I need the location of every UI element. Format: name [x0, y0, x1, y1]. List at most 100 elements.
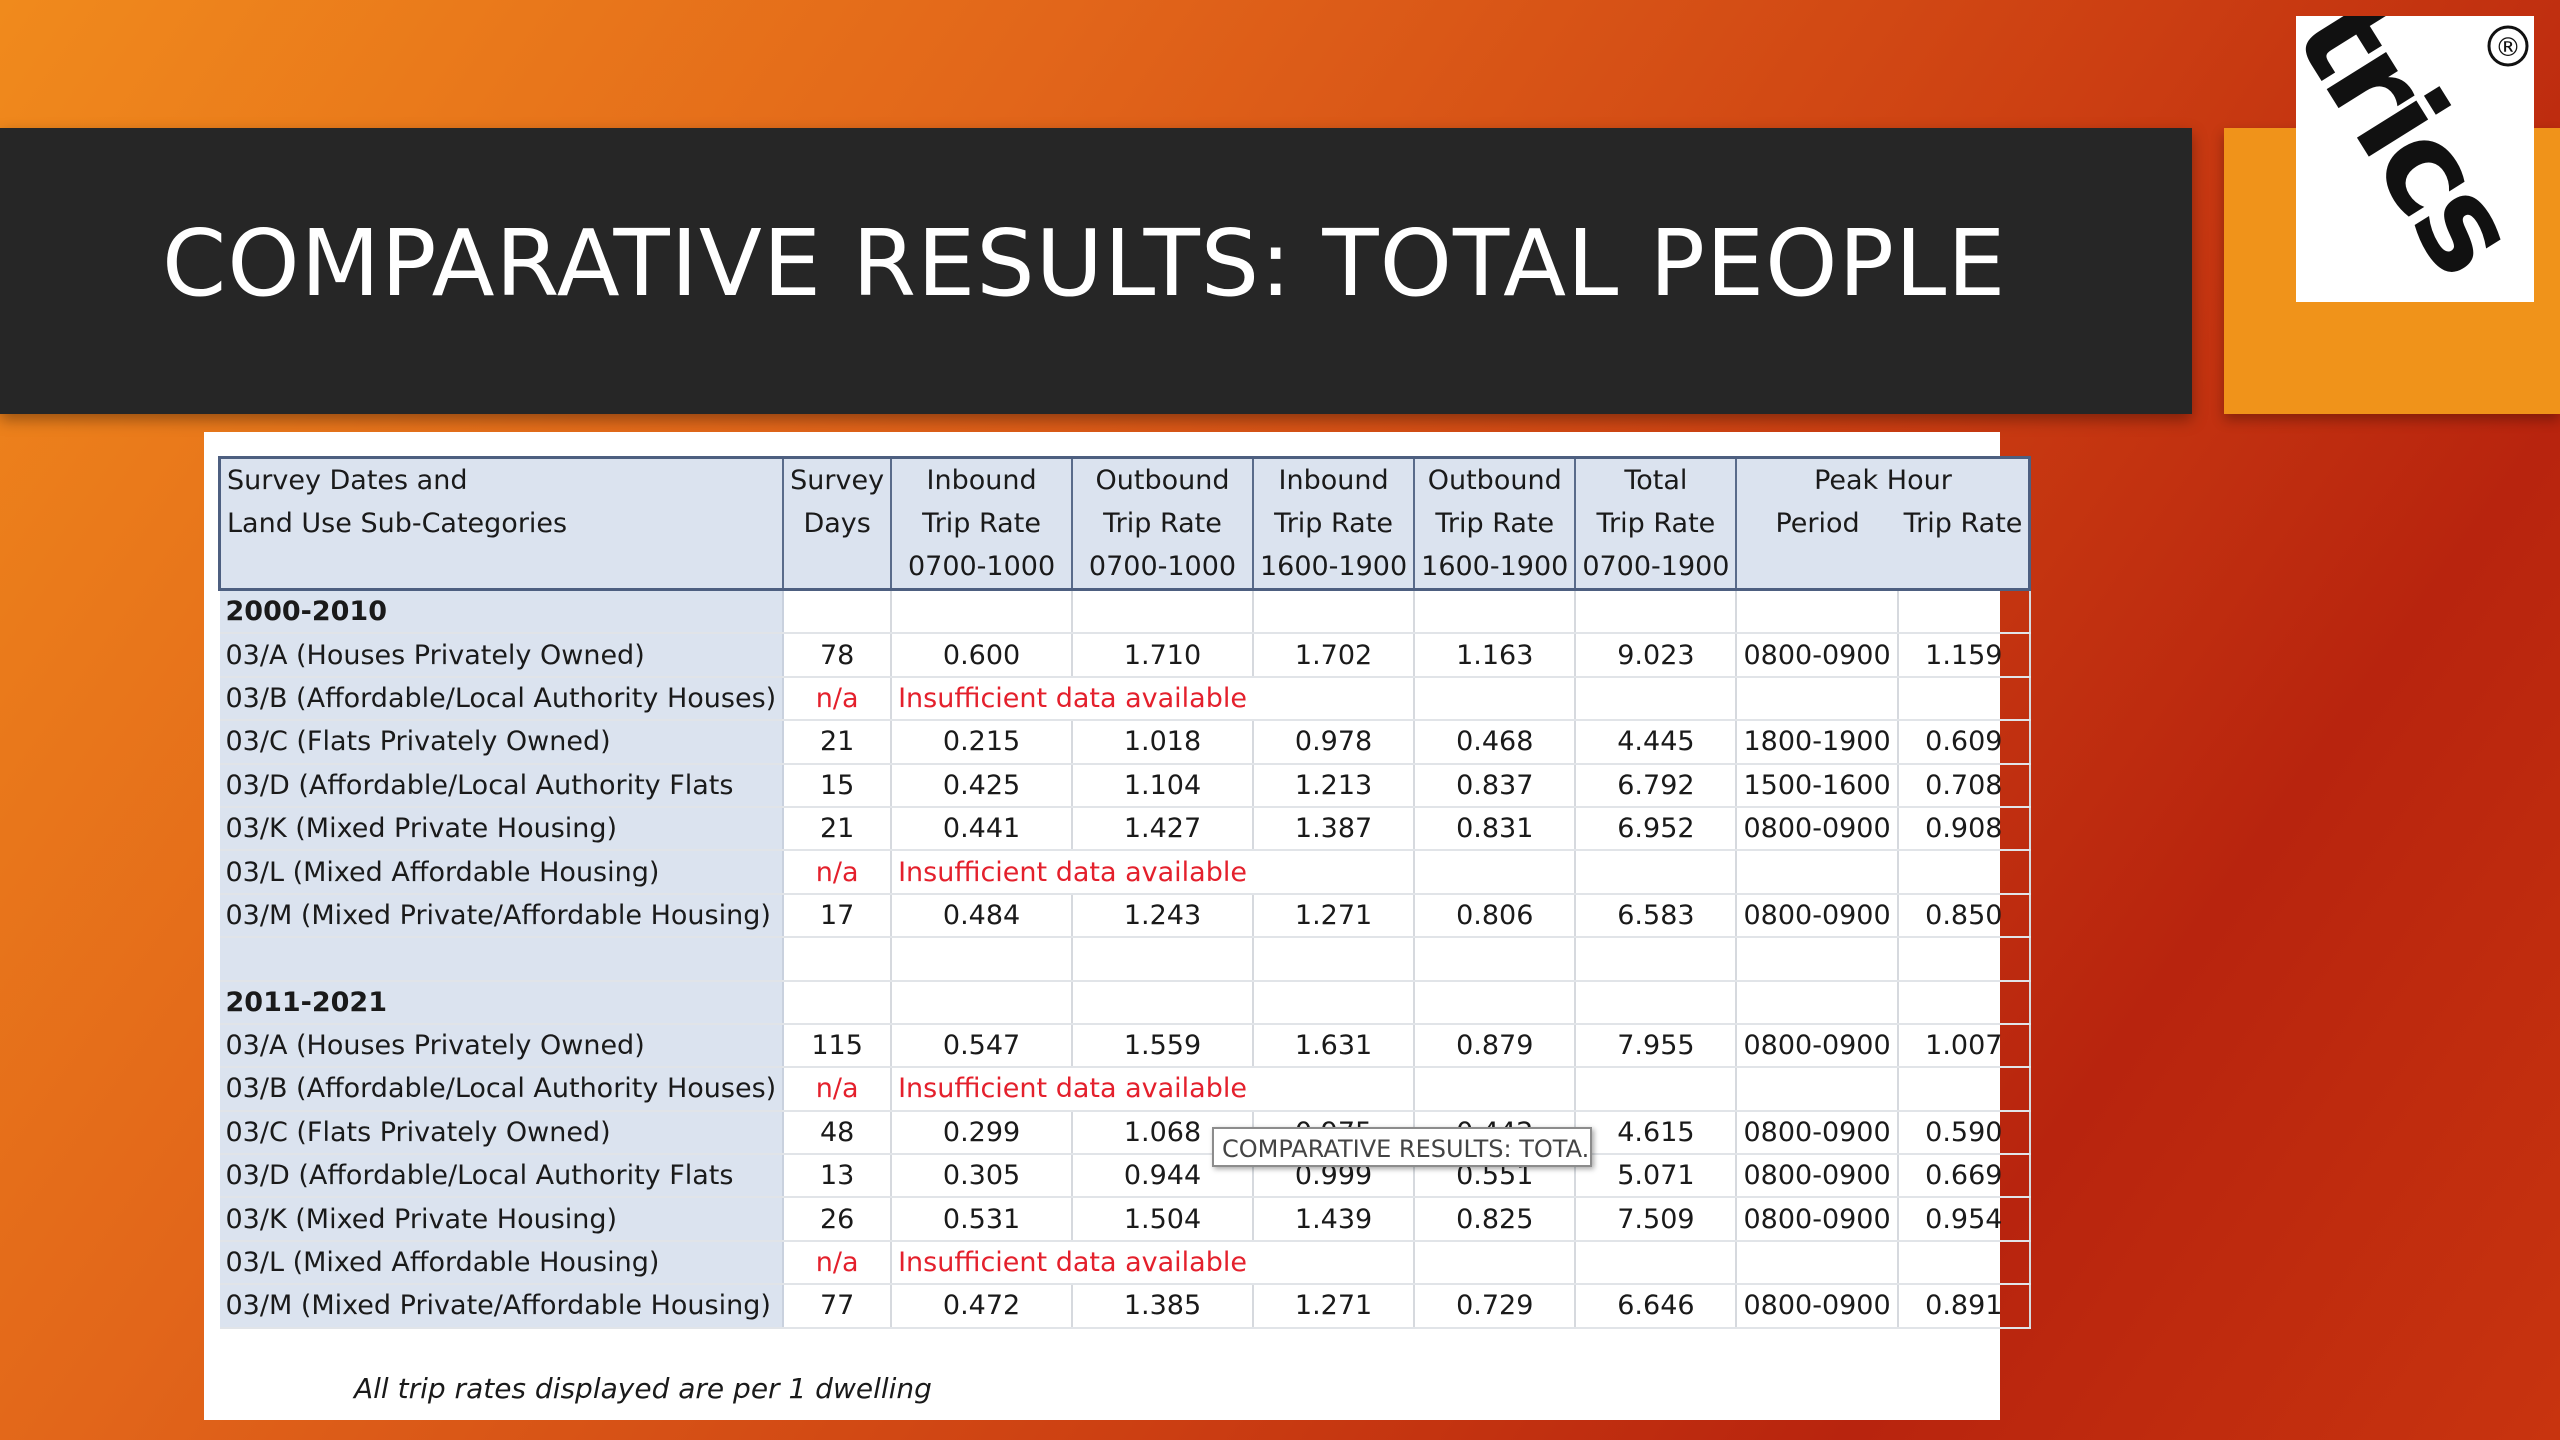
header-cell: 1600-1900	[1252, 545, 1416, 591]
empty-cell	[1897, 1240, 2031, 1286]
cell-in-am: 0.441	[891, 806, 1074, 852]
header-cell: Inbound	[891, 456, 1074, 502]
insufficient-data-note: Insufficient data available	[891, 850, 1253, 895]
empty-cell	[1736, 589, 1899, 635]
cell-peak-period: 0800-0900	[1736, 1023, 1899, 1069]
cell-total: 5.071	[1575, 1154, 1738, 1199]
category-label: 03/A (Houses Privately Owned)	[219, 1023, 785, 1069]
cell-in-am: 0.472	[891, 1284, 1074, 1329]
cell-total: 9.023	[1575, 633, 1738, 678]
category-label: 03/D (Affordable/Local Authority Flats	[219, 763, 785, 808]
cell-in-pm: 0.978	[1252, 720, 1416, 765]
empty-cell	[1575, 676, 1738, 722]
cell-peak-period: 0800-0900	[1736, 1154, 1899, 1199]
insufficient-data-note: Insufficient data available	[891, 1240, 1253, 1286]
empty-cell	[1252, 589, 1416, 635]
header-cell: 0700-1000	[1072, 545, 1254, 591]
results-table: Survey Dates and Survey Inbound Outbound Inb…	[218, 456, 2032, 1329]
empty-cell	[891, 980, 1074, 1025]
header-cell: Survey	[783, 456, 893, 502]
cell-peak-rate: 0.954	[1897, 1197, 2031, 1242]
header-cell-peak-period: Period	[1736, 502, 1898, 545]
cell-in-am: 0.547	[891, 1023, 1074, 1069]
empty-cell	[1575, 1240, 1738, 1286]
hover-tooltip: COMPARATIVE RESULTS: TOTA...	[1212, 1127, 1592, 1167]
empty-cell	[1736, 676, 1899, 722]
empty-cell	[1414, 1067, 1577, 1112]
category-label: 03/K (Mixed Private Housing)	[219, 806, 785, 852]
cell-days: 26	[783, 1197, 893, 1242]
cell-out-am: 1.243	[1072, 893, 1254, 939]
header-cell-peak-hour: Peak Hour	[1736, 456, 2032, 502]
cell-out-pm: 0.831	[1414, 806, 1577, 852]
empty-cell	[783, 589, 893, 635]
cell-in-pm: 1.702	[1252, 633, 1416, 678]
table-row: 03/A (Houses Privately Owned) 78 0.600 1.71…	[219, 633, 2031, 678]
cell-peak-rate: 0.669	[1897, 1154, 2031, 1199]
header-cell: Outbound	[1072, 456, 1254, 502]
table-row: 03/L (Mixed Affordable Housing) n/a Insuff…	[219, 1240, 2031, 1286]
cell-days: 15	[783, 763, 893, 808]
cell-out-am: 1.018	[1072, 720, 1254, 765]
empty-cell	[1736, 1240, 1899, 1286]
cell-total: 7.955	[1575, 1023, 1738, 1069]
cell-total: 7.509	[1575, 1197, 1738, 1242]
header-cell: 0700-1900	[1575, 545, 1738, 591]
cell-in-pm: 1.631	[1252, 1023, 1416, 1069]
header-cell: Trip Rate	[1414, 502, 1577, 545]
header-row: Survey Dates and Survey Inbound Outbound Inb…	[218, 456, 2032, 502]
empty-cell	[1072, 937, 1254, 982]
cell-days-na: n/a	[783, 676, 893, 722]
cell-total: 4.445	[1575, 720, 1738, 765]
header-cell: Total	[1575, 456, 1738, 502]
cell-days: 77	[783, 1284, 893, 1329]
group-row: 2000-2010	[219, 589, 2031, 635]
cell-days-na: n/a	[783, 850, 893, 895]
header-cell: Trip Rate	[1072, 502, 1254, 545]
header-cell: Land Use Sub-Categories	[218, 502, 785, 545]
cell-days: 78	[783, 633, 893, 678]
category-label: 03/K (Mixed Private Housing)	[219, 1197, 785, 1242]
cell-out-am: 1.385	[1072, 1284, 1254, 1329]
cell-in-am: 0.484	[891, 893, 1074, 939]
header-cell: Trip Rate	[891, 502, 1074, 545]
cell-total: 6.952	[1575, 806, 1738, 852]
empty-cell	[1897, 850, 2031, 895]
cell-in-pm: 1.387	[1252, 806, 1416, 852]
cell-peak-period: 0800-0900	[1736, 1284, 1899, 1329]
cell-peak-rate: 0.609	[1897, 720, 2031, 765]
table-row: 03/C (Flats Privately Owned) 21 0.215 1.018…	[219, 720, 2031, 765]
table-header: Survey Dates and Survey Inbound Outbound Inb…	[218, 456, 2032, 591]
empty-cell	[1575, 1067, 1738, 1112]
cell-peak-period: 1500-1600	[1736, 763, 1899, 808]
header-cell: Trip Rate	[1252, 502, 1416, 545]
cell-out-am: 1.427	[1072, 806, 1254, 852]
header-cell: 0700-1000	[891, 545, 1074, 591]
category-label: 03/C (Flats Privately Owned)	[219, 720, 785, 765]
header-cell: Outbound	[1414, 456, 1577, 502]
category-label: 03/M (Mixed Private/Affordable Housing)	[219, 1284, 785, 1329]
cell-in-am: 0.305	[891, 1154, 1074, 1199]
cell-total: 4.615	[1575, 1110, 1738, 1156]
cell-peak-period: 1800-1900	[1736, 720, 1899, 765]
footnote: All trip rates displayed are per 1 dwell…	[354, 1372, 932, 1405]
header-cell: Trip Rate	[1575, 502, 1738, 545]
cell-in-am: 0.531	[891, 1197, 1074, 1242]
empty-cell	[1414, 937, 1577, 982]
group-row: 2011-2021	[219, 980, 2031, 1025]
cell-in-am: 0.299	[891, 1110, 1074, 1156]
cell-in-pm: 1.271	[1252, 893, 1416, 939]
table-row: 03/L (Mixed Affordable Housing) n/a Insuff…	[219, 850, 2031, 895]
empty-cell	[1897, 1067, 2031, 1112]
table-row: 03/M (Mixed Private/Affordable Housing) 7…	[219, 1284, 2031, 1329]
cell-in-pm: 1.439	[1252, 1197, 1416, 1242]
table-row: 03/D (Affordable/Local Authority Flats 13…	[219, 1154, 2031, 1199]
cell-out-am: 1.504	[1072, 1197, 1254, 1242]
empty-cell	[1252, 1240, 1416, 1286]
header-cell: 1600-1900	[1414, 545, 1577, 591]
table-row: 03/K (Mixed Private Housing) 26 0.531 1.504…	[219, 1197, 2031, 1242]
header-cell	[1897, 545, 2032, 591]
cell-days: 17	[783, 893, 893, 939]
empty-cell	[1897, 937, 2031, 982]
insufficient-data-note: Insufficient data available	[891, 1067, 1253, 1112]
